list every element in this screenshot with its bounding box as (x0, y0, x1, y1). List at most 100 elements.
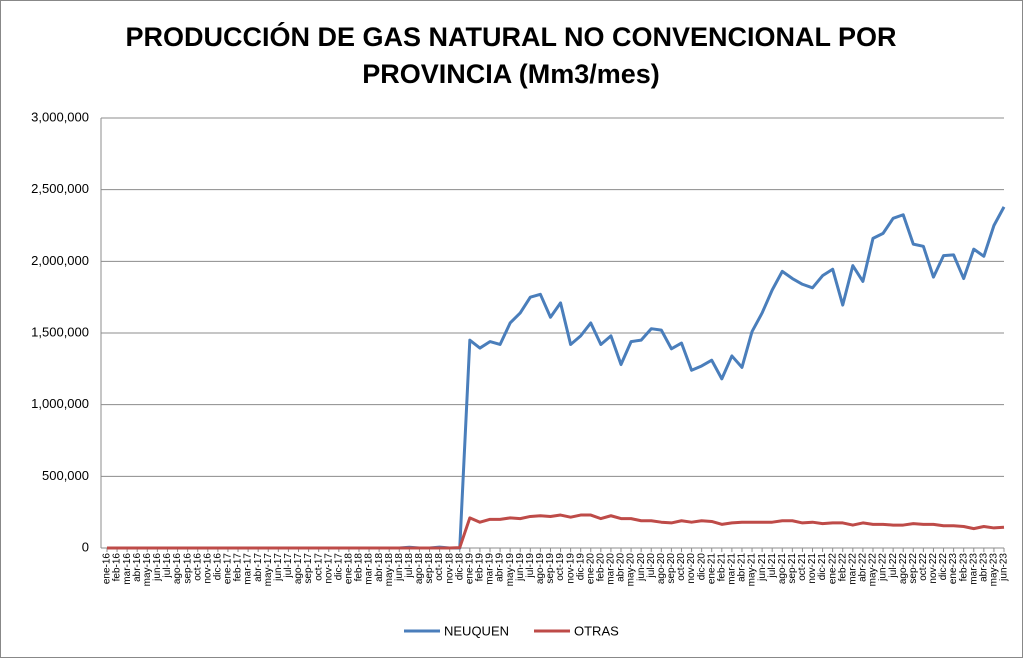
x-tick-label: ago-22 (898, 553, 909, 585)
x-tick-label: nov-17 (323, 553, 334, 584)
x-tick-label: jul-18 (404, 553, 415, 579)
x-tick-label: may-20 (626, 553, 637, 587)
x-tick-label: jul-19 (525, 553, 536, 579)
y-tick-label: 500,000 (42, 468, 89, 483)
x-tick-label: feb-22 (837, 553, 848, 582)
x-tick-label: may-17 (263, 553, 274, 587)
legend-label: OTRAS (574, 623, 619, 638)
y-tick-label: 3,000,000 (31, 109, 89, 124)
chart-title: PRODUCCIÓN DE GAS NATURAL NO CONVENCIONA… (125, 22, 897, 89)
y-tick-label: 1,000,000 (31, 396, 89, 411)
x-tick-label: mar-21 (727, 553, 738, 585)
x-tick-label: ene-21 (706, 553, 717, 585)
x-tick-label: jun-21 (757, 553, 768, 582)
x-tick-label: nov-20 (686, 553, 697, 584)
x-tick-label: ago-18 (414, 553, 425, 585)
x-tick-label: dic-17 (333, 553, 344, 581)
x-tick-label: oct-22 (918, 553, 929, 581)
x-tick-label: feb-16 (112, 553, 123, 582)
series-line (107, 513, 1005, 550)
x-tick-label: dic-16 (213, 553, 224, 581)
x-tick-label: abr-22 (858, 553, 869, 582)
x-tick-label: may-18 (384, 553, 395, 587)
x-tick-label: ene-16 (102, 553, 113, 585)
x-tick-label: mar-20 (606, 553, 617, 585)
x-tick-label: ago-17 (293, 553, 304, 585)
x-tick-label: abr-17 (253, 553, 264, 582)
x-tick-label: ene-17 (223, 553, 234, 585)
x-tick-label: ene-18 (344, 553, 355, 585)
x-tick-label: jul-20 (646, 553, 657, 579)
x-tick-label: sep-22 (908, 553, 919, 584)
x-tick-label: mar-19 (485, 553, 496, 585)
x-tick-label: oct-17 (313, 553, 324, 581)
x-tick-label: jun-17 (273, 553, 284, 582)
x-tick-label: jul-22 (888, 553, 899, 579)
x-tick-label: abr-23 (978, 553, 989, 582)
x-tick-label: sep-18 (424, 553, 435, 584)
x-tick-label: oct-21 (797, 553, 808, 581)
x-tick-label: ene-19 (464, 553, 475, 585)
x-tick-label: jun-20 (636, 553, 647, 582)
y-tick-label: 2,500,000 (31, 181, 89, 196)
x-tick-label: ago-21 (777, 553, 788, 585)
x-tick-label: dic-18 (454, 553, 465, 581)
x-tick-label: feb-21 (716, 553, 727, 582)
x-tick-label: jun-23 (999, 553, 1010, 582)
x-tick-label: mar-17 (243, 553, 254, 585)
x-tick-label: jul-17 (283, 553, 294, 579)
x-tick-label: feb-23 (958, 553, 969, 582)
x-tick-label: sep-17 (303, 553, 314, 584)
x-tick-label: mar-18 (364, 553, 375, 585)
x-tick-label: nov-18 (444, 553, 455, 584)
x-tick-label: mar-22 (847, 553, 858, 585)
x-tick-label: mar-16 (122, 553, 133, 585)
x-tick-label: ago-20 (656, 553, 667, 585)
x-tick-label: nov-19 (565, 553, 576, 584)
x-tick-label: jun-19 (515, 553, 526, 582)
x-tick-label: may-16 (142, 553, 153, 587)
x-tick-label: nov-22 (928, 553, 939, 584)
x-tick-label: jul-21 (767, 553, 778, 579)
x-tick-label: sep-16 (182, 553, 193, 584)
x-tick-label: abr-19 (495, 553, 506, 582)
y-tick-label: 0 (82, 539, 89, 554)
x-tick-label: dic-21 (817, 553, 828, 581)
x-tick-label: feb-19 (475, 553, 486, 582)
x-tick-label: abr-20 (616, 553, 627, 582)
x-tick-label: nov-21 (807, 553, 818, 584)
x-tick-label: oct-19 (555, 553, 566, 581)
y-tick-label: 1,500,000 (31, 324, 89, 339)
x-tick-label: oct-20 (676, 553, 687, 581)
x-tick-label: abr-21 (737, 553, 748, 582)
x-tick-label: ago-19 (535, 553, 546, 585)
legend-label: NEUQUEN (444, 623, 509, 638)
y-tick-label: 2,000,000 (31, 253, 89, 268)
x-tick-label: dic-20 (696, 553, 707, 581)
x-tick-label: jun-22 (878, 553, 889, 582)
x-tick-label: mar-23 (968, 553, 979, 585)
x-tick-label: oct-18 (434, 553, 445, 581)
x-tick-label: may-23 (989, 553, 1000, 587)
x-tick-label: jul-16 (162, 553, 173, 579)
x-tick-label: jun-18 (394, 553, 405, 582)
x-tick-label: dic-19 (575, 553, 586, 581)
x-tick-label: abr-16 (132, 553, 143, 582)
x-tick-label: sep-21 (787, 553, 798, 584)
x-tick-label: jun-16 (152, 553, 163, 582)
x-tick-label: nov-16 (202, 553, 213, 584)
series-line (107, 206, 1006, 550)
x-tick-label: dic-22 (938, 553, 949, 581)
x-tick-label: may-21 (747, 553, 758, 587)
x-tick-label: ene-20 (585, 553, 596, 585)
x-tick-label: feb-17 (233, 553, 244, 582)
x-tick-label: abr-18 (374, 553, 385, 582)
x-tick-label: ago-16 (172, 553, 183, 585)
x-tick-label: oct-16 (192, 553, 203, 581)
x-tick-label: ene-22 (827, 553, 838, 585)
x-tick-label: feb-20 (595, 553, 606, 582)
x-tick-label: ene-23 (948, 553, 959, 585)
x-tick-label: may-22 (868, 553, 879, 587)
